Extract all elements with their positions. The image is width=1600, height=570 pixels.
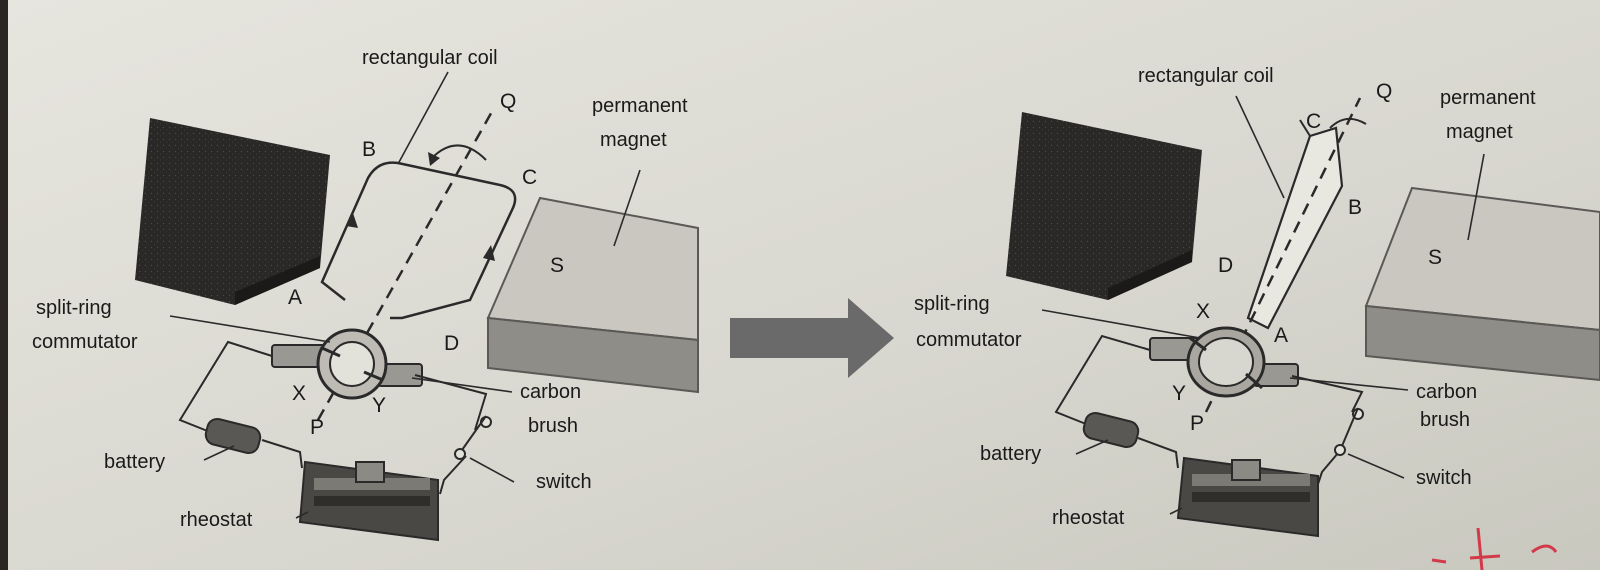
label-rectangular-coil: rectangular coil	[1138, 65, 1274, 87]
point-y: Y	[372, 394, 386, 417]
point-b: B	[1348, 196, 1362, 219]
circuit-wire	[178, 340, 488, 495]
point-d: D	[444, 332, 459, 355]
left-motor-figure: rectangular coil permanent magnet split-…	[32, 47, 699, 542]
label-battery: battery	[104, 451, 165, 473]
rotation-arrowhead	[428, 152, 440, 166]
rotation-direction-arc	[431, 144, 487, 161]
label-carbon: carbon	[520, 381, 581, 403]
rotation-axis-pq	[1204, 97, 1362, 413]
label-permanent: permanent	[592, 95, 688, 117]
point-a: A	[1274, 324, 1288, 347]
page-left-edge	[0, 0, 8, 570]
north-magnet-block	[1006, 112, 1202, 300]
point-x: X	[292, 382, 306, 405]
label-permanent: permanent	[1440, 87, 1536, 109]
label-commutator: commutator	[916, 329, 1022, 351]
transition-arrow	[730, 298, 894, 378]
leader-lines	[1041, 95, 1485, 515]
switch	[454, 415, 492, 460]
circuit-wire	[1054, 334, 1364, 485]
point-c: C	[1306, 110, 1321, 133]
label-magnet: magnet	[1446, 121, 1513, 143]
point-d: D	[1218, 254, 1233, 277]
point-b: B	[362, 138, 376, 161]
label-magnet: magnet	[600, 129, 667, 151]
point-x: X	[1196, 300, 1210, 323]
south-magnet-block	[1364, 186, 1600, 382]
label-brush: brush	[528, 415, 578, 437]
leader-lines	[169, 71, 641, 519]
handwritten-ink-mark	[1431, 527, 1558, 570]
label-carbon: carbon	[1416, 381, 1477, 403]
point-q: Q	[500, 90, 516, 113]
current-arrow-right-side	[483, 245, 495, 261]
label-rheostat: rheostat	[1052, 507, 1125, 529]
label-split-ring: split-ring	[914, 293, 990, 315]
point-a: A	[288, 286, 302, 309]
switch	[1334, 407, 1364, 456]
point-c: C	[522, 166, 537, 189]
label-commutator: commutator	[32, 331, 138, 353]
point-p: P	[310, 416, 324, 439]
split-ring-commutator	[271, 328, 423, 400]
battery	[1082, 411, 1140, 449]
current-arrow-left-side	[346, 213, 358, 228]
rheostat	[1176, 456, 1319, 538]
label-rheostat: rheostat	[180, 509, 253, 531]
label-brush: brush	[1420, 409, 1470, 431]
point-q: Q	[1376, 80, 1392, 103]
rectangular-coil	[320, 161, 517, 320]
point-s: S	[1428, 246, 1442, 269]
label-switch: switch	[536, 471, 592, 493]
south-magnet-block	[486, 196, 699, 394]
label-switch: switch	[1416, 467, 1472, 489]
north-magnet-block	[135, 118, 330, 305]
rotation-direction-arc	[1329, 117, 1367, 129]
right-motor-figure: rectangular coil permanent magnet split-…	[914, 65, 1600, 538]
rheostat	[298, 460, 439, 542]
point-p: P	[1190, 412, 1204, 435]
label-battery: battery	[980, 443, 1041, 465]
point-y: Y	[1172, 382, 1186, 405]
label-split-ring: split-ring	[36, 297, 112, 319]
point-s: S	[550, 254, 564, 277]
label-rectangular-coil: rectangular coil	[362, 47, 498, 69]
